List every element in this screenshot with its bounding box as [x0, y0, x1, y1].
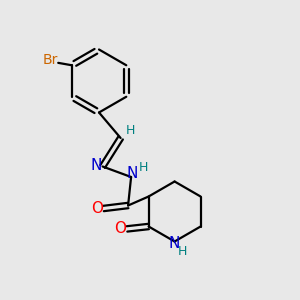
Text: Br: Br [42, 53, 58, 68]
Text: N: N [127, 166, 138, 181]
Text: H: H [177, 245, 187, 258]
Text: H: H [125, 124, 135, 137]
Text: O: O [114, 221, 126, 236]
Text: H: H [139, 161, 148, 174]
Text: N: N [90, 158, 102, 172]
Text: N: N [169, 236, 180, 250]
Text: O: O [91, 201, 103, 216]
